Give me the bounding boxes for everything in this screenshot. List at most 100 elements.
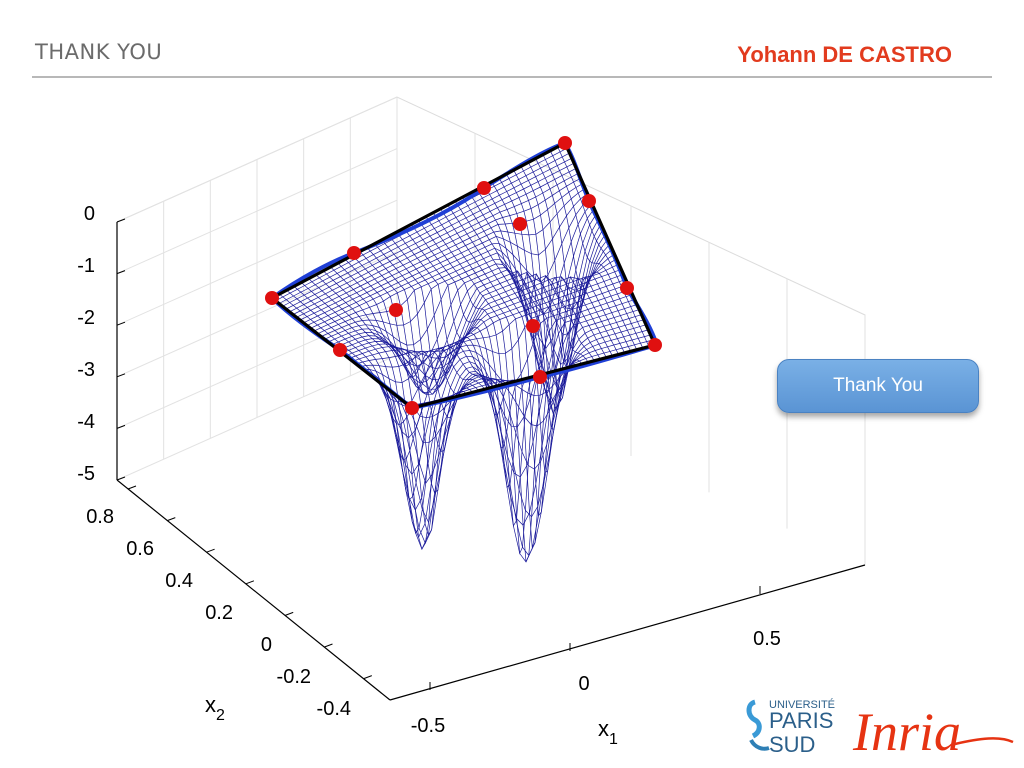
- paris-text: PARIS: [769, 708, 833, 733]
- x2-tick: [206, 548, 215, 553]
- slide-title: THANK YOU: [35, 40, 163, 64]
- x2-tick-label: 0.2: [205, 602, 233, 624]
- mesh-line: [491, 181, 595, 361]
- mesh-line: [362, 273, 624, 383]
- surface-mesh: [271, 142, 656, 563]
- mesh-line: [315, 274, 449, 550]
- author-name: Yohann DE CASTRO: [737, 42, 952, 67]
- z-tick: [116, 476, 126, 481]
- z-tick-label: -4: [77, 411, 95, 433]
- mesh-line: [549, 150, 644, 349]
- sample-point: [533, 370, 547, 384]
- mesh-line: [383, 304, 638, 550]
- x2-tick-label: -0.2: [277, 666, 311, 688]
- mesh-line: [390, 314, 642, 557]
- mesh-line: [447, 204, 559, 517]
- universite-text: UNIVERSITÉ: [769, 698, 835, 711]
- z-tick-label: -1: [77, 255, 95, 277]
- x2-tick: [285, 611, 294, 616]
- sample-points: [265, 136, 662, 415]
- inria-logo: Inria: [852, 702, 1014, 758]
- sample-point: [558, 136, 572, 150]
- sud-text: SUD: [769, 732, 815, 757]
- mesh-line: [369, 284, 629, 439]
- mesh-line: [535, 158, 632, 352]
- back-box-edges: [116, 96, 866, 565]
- sample-point: [477, 181, 491, 195]
- z-tick: [116, 424, 126, 429]
- boundary-curve: [268, 140, 660, 411]
- mesh-line: [520, 166, 619, 403]
- mesh-line: [345, 248, 613, 380]
- inria-text: Inria: [852, 702, 961, 758]
- mesh-line: [394, 319, 644, 518]
- surface-plot: 0 -1 -2 -3 -4 -5 0.8 0.6 0.4 0.2 0 -0.2 …: [77, 96, 866, 748]
- mesh-line: [425, 216, 540, 555]
- mesh-line: [401, 329, 649, 427]
- sample-point: [333, 343, 347, 357]
- mesh-line: [387, 309, 640, 563]
- convex-hull-polygon: [269, 140, 658, 410]
- x1-tick-label: -0.5: [411, 715, 445, 737]
- x1-axis-line: [389, 564, 866, 701]
- mesh-line: [528, 162, 625, 368]
- sample-point: [620, 281, 634, 295]
- x2-tick-label: 0.6: [126, 538, 154, 560]
- mesh-line: [484, 185, 589, 363]
- z-tick: [116, 373, 126, 378]
- x1-tick-label: 0.5: [753, 628, 781, 650]
- mesh-line: [352, 258, 617, 362]
- x2-tick-label: 0.4: [165, 570, 193, 592]
- z-tick-label: 0: [84, 203, 95, 225]
- x2-tick: [363, 675, 372, 680]
- mesh-line: [462, 197, 571, 430]
- x2-tick-label: 0: [261, 634, 272, 656]
- plot-grid: [116, 96, 866, 565]
- sample-point: [265, 291, 279, 305]
- mesh-line: [476, 189, 583, 368]
- mesh-line: [373, 289, 631, 475]
- x2-tick-label: 0.8: [86, 506, 114, 528]
- axis-ticks: [116, 218, 761, 690]
- mesh-line: [513, 169, 613, 415]
- mesh-line: [498, 177, 601, 369]
- sample-point: [648, 338, 662, 352]
- x2-axis-label: x2: [205, 692, 225, 724]
- mesh-line: [506, 173, 607, 396]
- title-divider: [32, 76, 992, 78]
- thank-you-button[interactable]: Thank You: [777, 359, 979, 413]
- sample-point: [526, 319, 540, 333]
- mesh-line: [376, 294, 633, 511]
- z-tick: [116, 270, 126, 275]
- sample-point: [347, 246, 361, 260]
- sample-point: [405, 401, 419, 415]
- x2-tick: [245, 580, 255, 585]
- x2-axis-line: [116, 479, 391, 701]
- z-tick-label: -2: [77, 307, 95, 329]
- mesh-line: [380, 299, 635, 538]
- x2-tick: [324, 643, 333, 648]
- axes: [116, 222, 866, 701]
- x2-tick: [167, 517, 176, 522]
- z-tick-label: -3: [77, 359, 95, 381]
- universite-paris-sud-logo: UNIVERSITÉ PARIS SUD: [746, 698, 835, 757]
- x2-tick: [127, 485, 137, 490]
- x2-tick-label: -0.4: [317, 698, 351, 720]
- mesh-line: [542, 154, 638, 350]
- x1-tick-label: 0: [578, 673, 589, 695]
- partner-logos: UNIVERSITÉ PARIS SUD Inria: [746, 698, 1014, 758]
- grid-lines: [116, 96, 866, 565]
- mesh-line: [397, 324, 647, 470]
- sample-point: [513, 217, 527, 231]
- sample-point: [389, 303, 403, 317]
- z-tick-label: -5: [77, 463, 95, 485]
- x1-axis-label: x1: [598, 716, 618, 748]
- mesh-line: [345, 259, 474, 419]
- z-tick: [116, 321, 126, 326]
- sample-point: [582, 194, 596, 208]
- mesh-line: [388, 235, 510, 394]
- mesh-line: [355, 263, 620, 365]
- paris-sud-s-mark: [746, 699, 762, 739]
- mesh-line: [359, 268, 622, 368]
- mesh-line: [341, 243, 611, 390]
